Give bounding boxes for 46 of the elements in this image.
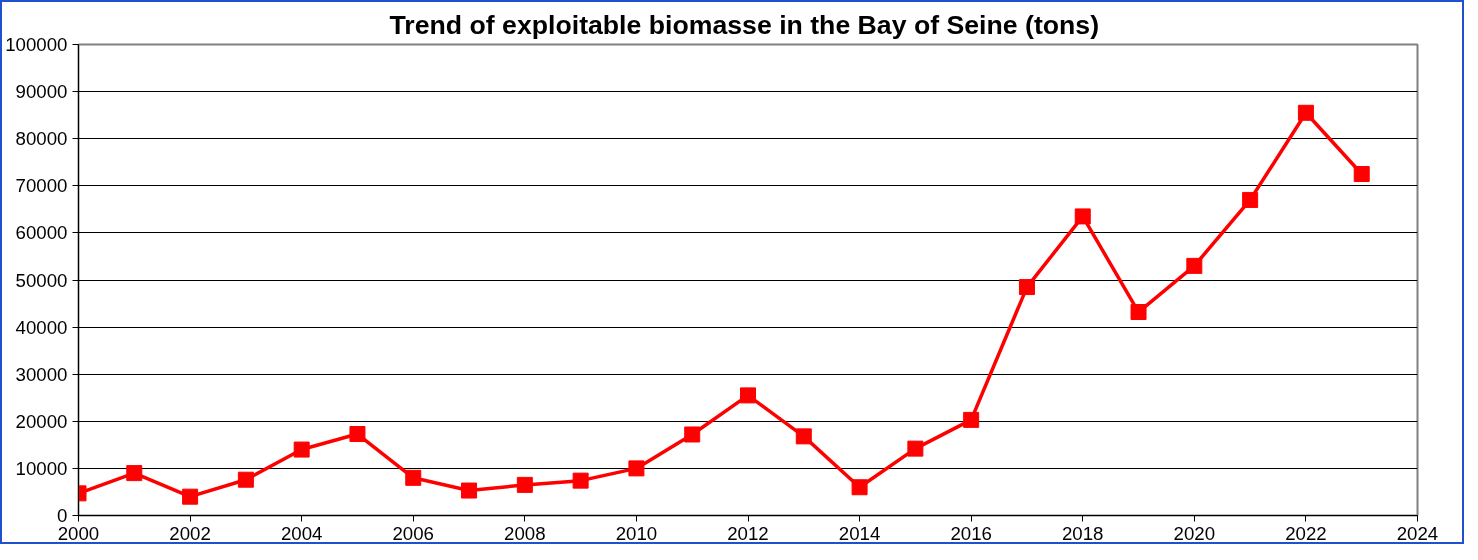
point — [851, 479, 868, 496]
x-tick-label: 2002 — [169, 522, 211, 544]
point — [1297, 104, 1314, 121]
x-tick-label: 2006 — [392, 522, 435, 544]
x-tick-label: 2012 — [727, 522, 769, 544]
x-tick-label: 2024 — [1396, 522, 1439, 544]
chart-title: Trend of exploitable biomasse in the Bay of Seine (tons) — [389, 9, 1100, 40]
point — [349, 426, 366, 443]
y-tick-label: 50000 — [15, 269, 68, 291]
point — [126, 465, 143, 482]
point — [572, 472, 589, 489]
y-tick-label: 80000 — [15, 128, 68, 150]
point — [1130, 304, 1147, 321]
y-tick-label: 90000 — [15, 81, 68, 103]
y-tick-label: 60000 — [15, 222, 68, 244]
point — [1018, 279, 1035, 296]
point — [293, 441, 310, 458]
point — [684, 426, 701, 443]
x-tick-label: 2004 — [280, 522, 323, 544]
point — [237, 471, 254, 488]
point — [907, 440, 924, 457]
y-tick-label: 20000 — [15, 410, 68, 432]
x-tick-label: 2018 — [1062, 522, 1104, 544]
point — [1353, 166, 1370, 183]
y-tick-label: 100000 — [5, 34, 68, 55]
point — [1242, 191, 1259, 208]
point — [461, 482, 478, 499]
point — [628, 460, 645, 477]
point — [405, 469, 422, 486]
point — [1074, 208, 1091, 225]
x-tick-label: 2014 — [838, 522, 881, 544]
y-tick-label: 40000 — [15, 316, 68, 338]
point — [963, 411, 980, 428]
x-tick-label: 2016 — [950, 522, 992, 544]
point — [740, 387, 756, 404]
x-tick-label: 2010 — [615, 522, 658, 544]
point — [1186, 257, 1203, 274]
point — [182, 488, 199, 505]
x-tick-label: 2020 — [1173, 522, 1216, 544]
point — [795, 428, 812, 445]
x-tick-label: 2008 — [504, 522, 546, 544]
y-tick-label: 70000 — [15, 175, 68, 197]
y-tick-label: 30000 — [15, 363, 68, 385]
x-tick-label: 2022 — [1285, 522, 1327, 544]
point — [516, 476, 533, 493]
y-tick-label: 10000 — [15, 457, 68, 479]
